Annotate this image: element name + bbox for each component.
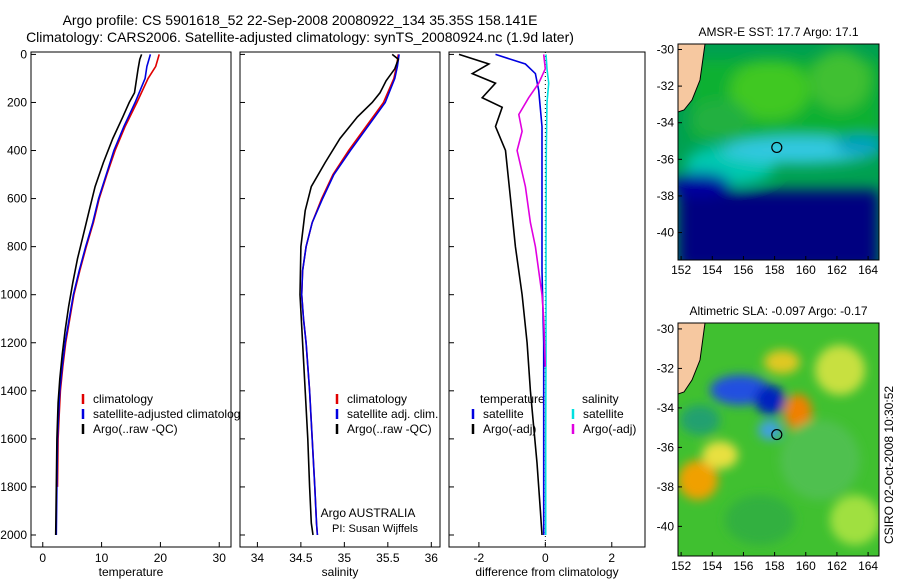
- timestamp-vertical: CSIRO 02-Oct-2008 10:30:52: [882, 386, 896, 544]
- temperature-ytick-label: 1800: [0, 480, 27, 494]
- temperature-legend-item-1-label: satellite-adjusted climatolog: [93, 407, 240, 421]
- sla_map-ytick-label: -36: [657, 440, 675, 454]
- difference-frame: [448, 51, 646, 548]
- sla_map-xtick-label: 158: [765, 559, 785, 573]
- sst_map-float-position-marker: [771, 141, 783, 154]
- sst_map-ytick-label: -36: [657, 152, 675, 166]
- difference-legend-title-temperature: temperature: [480, 392, 545, 406]
- sla_map-ytick-label: -32: [657, 361, 675, 375]
- sla_map-xtick-label: 156: [733, 559, 753, 573]
- temperature-ytick-label: 1000: [0, 288, 27, 302]
- temperature-ytick-label: 1400: [0, 384, 27, 398]
- sst_map-xtick-label: 154: [702, 263, 722, 277]
- difference-legend-title-salinity: salinity: [582, 392, 619, 406]
- difference-legend-item-2-label: satellite: [583, 407, 624, 421]
- temperature-xlabel: temperature: [99, 565, 164, 579]
- sla_map-xtick-label: 160: [796, 559, 816, 573]
- sst_map-ytick-label: -38: [657, 189, 675, 203]
- temperature-ytick-label: 0: [20, 47, 27, 61]
- difference-legend-item-3-label: Argo(-adj): [583, 422, 636, 436]
- temperature-xtick-label: 0: [39, 551, 46, 565]
- sla_map-ytick-label: -30: [657, 322, 675, 336]
- temperature-ytick-label: 1200: [0, 336, 27, 350]
- sst-land-mask: [678, 44, 706, 113]
- temperature-ytick-label: 800: [7, 240, 27, 254]
- sst_map-ytick-label: -34: [657, 116, 675, 130]
- sst-map-field: [678, 44, 879, 260]
- sst_map-ytick-label: -32: [657, 79, 675, 93]
- difference-legend-item-1-label: Argo(-adj): [483, 422, 536, 436]
- salinity-legend-item-2-label: Argo(..raw -QC): [347, 422, 432, 436]
- difference-xtick-label: 0: [542, 551, 549, 565]
- sla_map-ytick-label: -38: [657, 480, 675, 494]
- difference-xlabel: difference from climatology: [475, 565, 618, 579]
- sla_map-ytick-label: -34: [657, 401, 675, 415]
- temperature-xtick-label: 10: [95, 551, 109, 565]
- difference-series-line-1: [458, 53, 543, 536]
- temperature-xtick-label: 30: [213, 551, 227, 565]
- figure-title-line2: Climatology: CARS2006. Satellite-adjuste…: [26, 29, 574, 45]
- salinity-xlabel: salinity: [322, 565, 359, 579]
- salinity-frame: [239, 51, 441, 548]
- sst_map-ytick-label: -30: [657, 42, 675, 56]
- sst_map-xtick-label: 158: [765, 263, 785, 277]
- sla_map-frame: [677, 322, 880, 557]
- difference-xtick-label: -2: [474, 551, 485, 565]
- temperature-legend-item-2-label: Argo(..raw -QC): [93, 422, 178, 436]
- temperature-xtick-label: 20: [154, 551, 168, 565]
- sst_map-xtick-label: 162: [827, 263, 847, 277]
- credit-line2: PI: Susan Wijffels: [332, 523, 418, 535]
- temperature-frame: [30, 51, 232, 548]
- temperature-ytick-label: 1600: [0, 432, 27, 446]
- sla_map-float-position-marker: [771, 428, 783, 441]
- sst_map-xtick-label: 160: [796, 263, 816, 277]
- difference-series-line-3: [516, 54, 547, 367]
- sla_map-title: Altimetric SLA: -0.097 Argo: -0.17: [689, 304, 867, 318]
- difference-series-line-0: [495, 53, 545, 535]
- credit-line1: Argo AUSTRALIA: [321, 506, 416, 520]
- salinity-series-line-2: [299, 53, 400, 536]
- sla_map-xtick-label: 164: [858, 559, 878, 573]
- difference-legend-item-0-label: satellite: [483, 407, 524, 421]
- salinity-xtick-label: 35.5: [376, 551, 400, 565]
- sst_map-title: AMSR-E SST: 17.7 Argo: 17.1: [698, 25, 858, 39]
- sla_map-xtick-label: 152: [671, 559, 691, 573]
- sla_map-ytick-label: -40: [657, 519, 675, 533]
- temperature-ytick-label: 200: [7, 95, 27, 109]
- salinity-legend-item-1-label: satellite adj. clim.: [347, 407, 438, 421]
- sla_map-xtick-label: 154: [702, 559, 722, 573]
- temperature-ytick-label: 400: [7, 144, 27, 158]
- sla-land-mask: [678, 323, 706, 395]
- temperature-legend-item-0-label: climatology: [93, 392, 153, 406]
- sst_map-xtick-label: 152: [671, 263, 691, 277]
- salinity-xtick-label: 34: [251, 551, 265, 565]
- salinity-series-line-1: [300, 54, 400, 536]
- salinity-legend-item-0-label: climatology: [347, 392, 407, 406]
- sst_map-xtick-label: 164: [858, 263, 878, 277]
- sst_map-ytick-label: -40: [657, 226, 675, 240]
- salinity-xtick-label: 34.5: [289, 551, 313, 565]
- difference-xtick-label: 2: [608, 551, 615, 565]
- salinity-xtick-label: 35: [338, 551, 352, 565]
- temperature-ytick-label: 600: [7, 192, 27, 206]
- salinity-xtick-label: 36: [425, 551, 439, 565]
- temperature-series-line-1: [55, 54, 152, 536]
- temperature-ytick-label: 2000: [0, 528, 27, 542]
- sst_map-xtick-label: 156: [733, 263, 753, 277]
- figure-title-line1: Argo profile: CS 5901618_52 22-Sep-2008 …: [62, 12, 538, 28]
- difference-series-line-2: [544, 54, 550, 535]
- sla_map-xtick-label: 162: [827, 559, 847, 573]
- sst_map-frame: [677, 43, 880, 261]
- temperature-series-line-2: [54, 54, 143, 536]
